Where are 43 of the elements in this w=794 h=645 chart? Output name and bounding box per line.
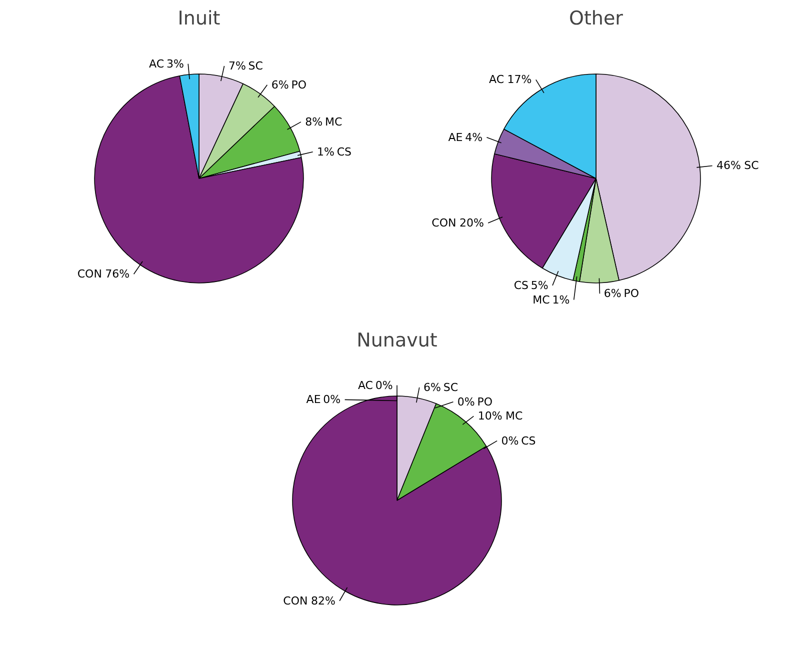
slice-label: CS — [514, 278, 528, 292]
chart-title: Other — [569, 8, 624, 30]
data-label: 82% — [310, 594, 336, 608]
category-label: AE — [306, 393, 321, 406]
slice-label: SC — [443, 380, 458, 394]
slice-label: PO — [291, 78, 307, 92]
text: 0% — [457, 395, 475, 408]
slice-label: CON — [283, 594, 308, 608]
text: 0% — [323, 393, 341, 406]
chart-title: Inuit — [178, 8, 220, 30]
text: 0% — [501, 434, 519, 448]
slice-label: CON — [432, 216, 456, 230]
slice-label: CON — [77, 268, 102, 281]
data-label: 3% — [166, 57, 184, 70]
slice-label: AC — [149, 57, 164, 70]
slice-label: SC — [248, 60, 264, 73]
data-label: 76% — [105, 268, 130, 281]
data-label: 20% — [459, 216, 484, 230]
category-label: PO — [477, 395, 493, 408]
data-label: 17% — [507, 73, 532, 86]
data-label: 4% — [465, 130, 483, 144]
data-label: 6% — [604, 287, 622, 300]
data-label: 46% — [716, 159, 741, 172]
data-label: 6% — [424, 380, 441, 394]
slice-label: PO — [624, 287, 640, 300]
data-label: 1% — [317, 145, 334, 158]
legend-label: CS — [521, 434, 536, 448]
data-label: 8% — [305, 115, 323, 128]
slice-label: SC — [744, 159, 760, 172]
slice-label: AE — [448, 130, 463, 144]
slice-label: CS — [336, 145, 352, 158]
data-label: 5% — [530, 278, 548, 292]
text: 0% — [375, 378, 393, 392]
slice-label: MC — [506, 410, 524, 423]
slice-label: MC — [532, 293, 550, 306]
data-label: 10% — [478, 410, 502, 423]
data-label: 7% — [228, 60, 246, 73]
data-label: 1% — [552, 293, 570, 306]
category-label: AC — [358, 378, 373, 392]
data-label: 6% — [271, 78, 289, 92]
slice-label: AC — [489, 73, 504, 86]
chart-title: Nunavut — [356, 330, 438, 352]
slice-label: MC — [324, 115, 342, 128]
